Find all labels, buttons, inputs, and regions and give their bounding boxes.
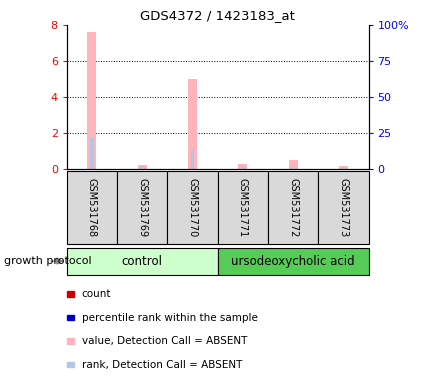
- Bar: [338, 166, 347, 169]
- Bar: [217, 171, 267, 244]
- Bar: [288, 160, 297, 169]
- Text: value, Detection Call = ABSENT: value, Detection Call = ABSENT: [81, 336, 246, 346]
- Text: GSM531769: GSM531769: [137, 178, 147, 237]
- Bar: [67, 248, 217, 275]
- Bar: [190, 149, 194, 169]
- Bar: [341, 167, 344, 169]
- Bar: [67, 171, 117, 244]
- Bar: [140, 166, 144, 169]
- Bar: [138, 166, 146, 169]
- Title: GDS4372 / 1423183_at: GDS4372 / 1423183_at: [140, 9, 295, 22]
- Bar: [167, 171, 217, 244]
- Text: rank, Detection Call = ABSENT: rank, Detection Call = ABSENT: [81, 359, 241, 369]
- Bar: [241, 166, 244, 169]
- Text: GSM531772: GSM531772: [287, 178, 298, 238]
- Bar: [67, 362, 74, 367]
- Bar: [238, 164, 247, 169]
- Bar: [67, 315, 74, 320]
- Text: growth protocol: growth protocol: [4, 256, 92, 266]
- Bar: [117, 171, 167, 244]
- Text: ursodeoxycholic acid: ursodeoxycholic acid: [231, 255, 354, 268]
- Text: GSM531771: GSM531771: [237, 178, 247, 237]
- Bar: [217, 248, 368, 275]
- Text: GSM531773: GSM531773: [338, 178, 347, 237]
- Bar: [267, 171, 317, 244]
- Text: count: count: [81, 289, 111, 299]
- Text: GSM531770: GSM531770: [187, 178, 197, 237]
- Text: percentile rank within the sample: percentile rank within the sample: [81, 313, 257, 323]
- Bar: [67, 338, 74, 344]
- Bar: [187, 79, 197, 169]
- Bar: [90, 138, 93, 169]
- Text: GSM531768: GSM531768: [87, 178, 97, 237]
- Bar: [317, 171, 368, 244]
- Bar: [67, 291, 74, 297]
- Text: control: control: [121, 255, 163, 268]
- Bar: [291, 167, 294, 169]
- Bar: [87, 32, 96, 169]
